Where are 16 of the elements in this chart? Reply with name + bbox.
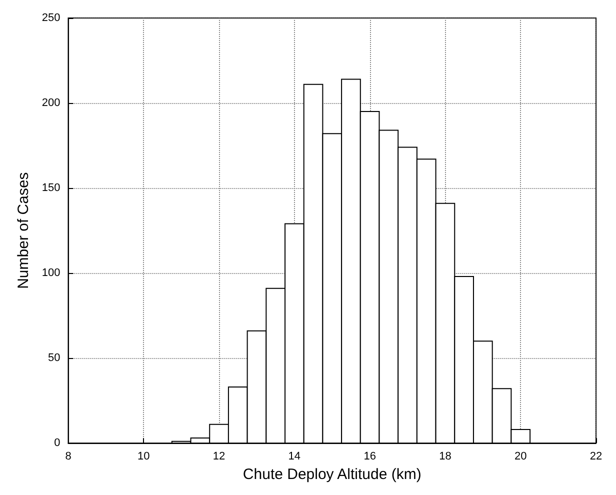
x-axis-title: Chute Deploy Altitude (km) (242, 466, 422, 483)
x-tick-label: 12 (212, 450, 226, 463)
y-tick-label: 100 (42, 267, 60, 280)
x-tick-label: 8 (65, 450, 72, 463)
y-tick-label: 50 (48, 352, 60, 364)
y-tick-label: 150 (42, 182, 60, 194)
y-tick-label: 200 (42, 97, 60, 110)
x-tick-label: 20 (514, 450, 527, 463)
y-tick-label: 250 (42, 12, 60, 24)
x-tick-label: 18 (439, 450, 452, 463)
x-tick-label: 14 (288, 450, 301, 463)
x-tick-label: 16 (364, 450, 376, 463)
x-tick-label: 10 (138, 450, 150, 463)
x-tick-label: 22 (590, 450, 602, 463)
y-axis-title: Number of Cases (15, 172, 32, 289)
y-tick-label: 0 (54, 437, 60, 450)
